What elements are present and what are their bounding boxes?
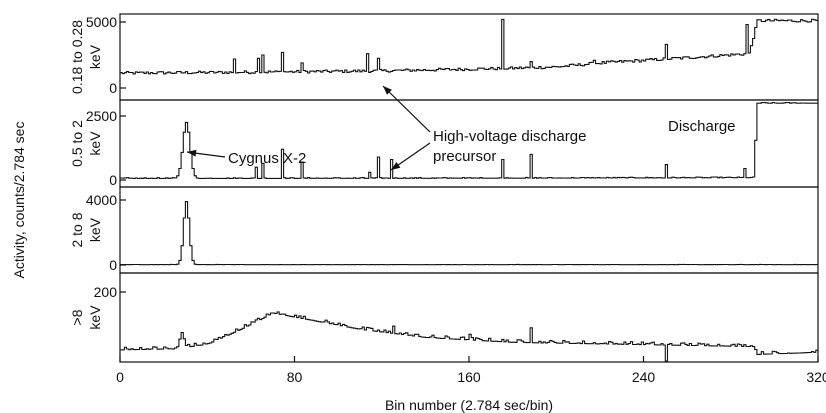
panel-2-label-line-1: keV	[87, 131, 103, 156]
panel-4-frame	[119, 272, 819, 363]
x-axis: 0 80 160 240 320	[116, 356, 826, 385]
y-axis-title: Activity, counts/2.784 sec	[11, 122, 27, 279]
annotation-discharge: Discharge	[668, 118, 736, 135]
annotations-group: Cygnus X-2 High-voltage discharge precurso…	[186, 85, 736, 171]
panel-4-series	[120, 311, 819, 362]
annotation-precursor-line-0: High-voltage discharge	[433, 128, 586, 145]
x-tick-label-4: 320	[806, 369, 826, 385]
panel-1-ytick-label-1: 5000	[86, 14, 117, 30]
x-axis-title: Bin number (2.784 sec/bin)	[385, 397, 553, 413]
x-tick-label-1: 80	[287, 369, 303, 385]
annotation-discharge-line-0: Discharge	[668, 118, 736, 135]
annotation-cygnus-x2: Cygnus X-2	[228, 150, 306, 167]
panel-2-label: 0.5 to 2 keV	[69, 120, 103, 167]
annotation-cygnus-arrow-head	[187, 149, 197, 157]
panel-1-ytick-label-0: 0	[109, 80, 117, 96]
x-tick-label-2: 160	[457, 369, 481, 385]
panel-4-label: >8 keV	[69, 305, 103, 330]
panel-3-label-line-0: 2 to 8	[69, 212, 85, 247]
panel-1-label-line-1: keV	[87, 44, 103, 69]
x-tick-label-3: 240	[632, 369, 656, 385]
panel-2-label-line-0: 0.5 to 2	[69, 120, 85, 167]
panel-1-label: 0.18 to 0.28 keV	[69, 20, 103, 94]
panel-3-ytick-label-0: 0	[109, 257, 117, 273]
panel-2-ytick-label-1: 2500	[86, 108, 117, 124]
x-tick-label-0: 0	[116, 369, 124, 385]
panel-1-series	[120, 18, 819, 75]
annotation-precursor: High-voltage discharge precursor	[433, 128, 586, 165]
panel-3-label-line-1: keV	[87, 217, 103, 242]
panel-4: 200 >8 keV	[69, 272, 819, 363]
panel-2-series	[120, 101, 818, 180]
panel-3-label: 2 to 8 keV	[69, 212, 103, 247]
annotation-precursor-arrow-2-head	[391, 162, 401, 170]
annotation-precursor-arrow-1-line	[382, 85, 431, 133]
annotation-precursor-line-1: precursor	[433, 148, 496, 165]
panel-3-series	[120, 201, 818, 266]
panel-3-ytick-label-1: 4000	[86, 192, 117, 208]
panel-4-label-line-0: >8	[69, 309, 85, 325]
panel-4-ytick-label-0: 200	[94, 284, 118, 300]
annotation-cygnus-x2-line-0: Cygnus X-2	[228, 150, 306, 167]
panel-1-label-line-0: 0.18 to 0.28	[69, 20, 85, 94]
panel-4-label-line-1: keV	[87, 305, 103, 330]
panel-2-ytick-label-0: 0	[109, 172, 117, 188]
panel-3-frame	[119, 186, 819, 274]
annotation-precursor-arrow-1-head	[383, 86, 392, 95]
